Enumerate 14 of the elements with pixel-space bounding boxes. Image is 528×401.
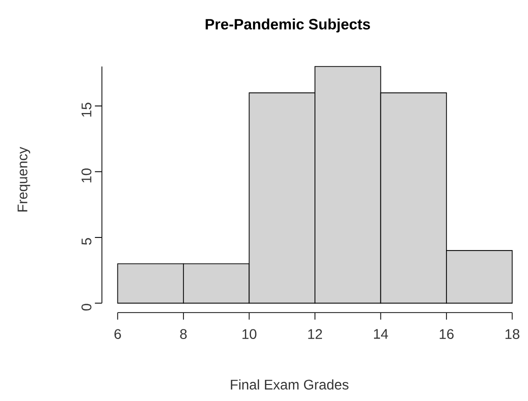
y-tick-label: 10 <box>82 168 92 183</box>
x-tick-label: 12 <box>308 329 322 340</box>
x-tick-label: 18 <box>506 329 520 340</box>
y-tick-label: 15 <box>82 103 92 117</box>
y-tick-label: 5 <box>82 238 92 245</box>
x-tick-label: 6 <box>114 329 121 340</box>
x-tick-label: 8 <box>180 329 187 340</box>
x-tick-label: 10 <box>242 329 256 340</box>
x-axis-title: Final Exam Grades <box>230 380 348 390</box>
y-axis-title: Frequency <box>18 147 30 212</box>
y-tick-label: 0 <box>82 304 92 311</box>
chart-title: Pre-Pandemic Subjects <box>206 18 370 33</box>
x-tick-label: 16 <box>440 329 454 340</box>
x-tick-label: 14 <box>374 329 388 339</box>
